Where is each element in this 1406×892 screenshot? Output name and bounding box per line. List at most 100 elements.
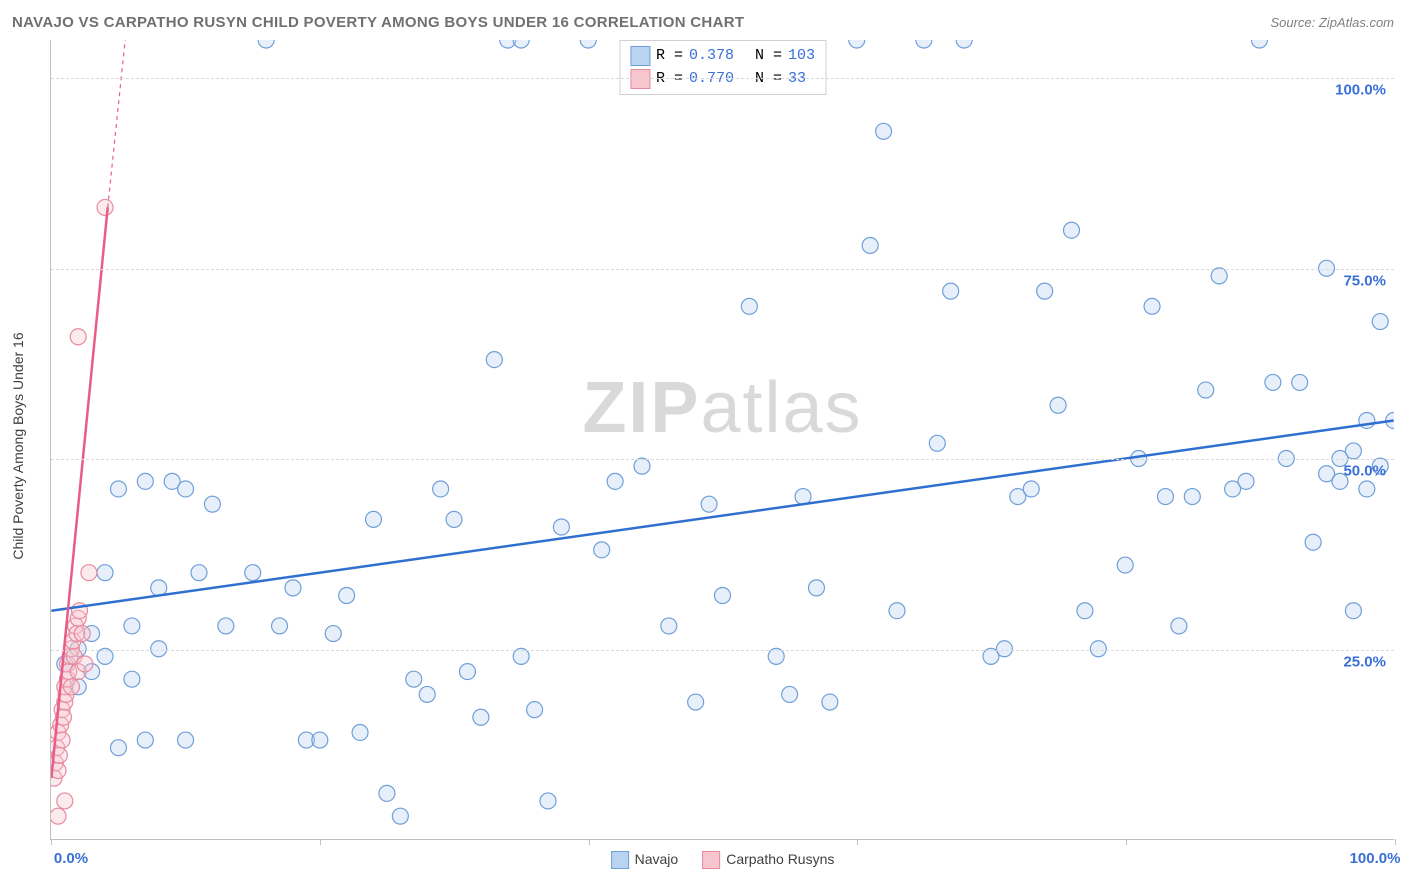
scatter-point-navajo bbox=[1359, 481, 1375, 497]
scatter-point-navajo bbox=[245, 565, 261, 581]
corr-n-navajo: 103 bbox=[788, 45, 815, 68]
trend-line bbox=[108, 40, 125, 207]
scatter-point-navajo bbox=[1064, 222, 1080, 238]
scatter-point-navajo bbox=[392, 808, 408, 824]
scatter-point-navajo bbox=[849, 40, 865, 48]
trend-line bbox=[51, 207, 107, 778]
scatter-point-navajo bbox=[164, 473, 180, 489]
scatter-point-carpatho bbox=[81, 565, 97, 581]
corr-swatch-navajo bbox=[630, 46, 650, 66]
y-tick-label: 75.0% bbox=[1343, 272, 1386, 289]
x-tick-label: 100.0% bbox=[1350, 850, 1401, 867]
scatter-point-navajo bbox=[419, 686, 435, 702]
scatter-point-carpatho bbox=[70, 329, 86, 345]
gridline-h bbox=[51, 459, 1394, 460]
scatter-point-navajo bbox=[191, 565, 207, 581]
scatter-point-navajo bbox=[459, 664, 475, 680]
scatter-point-navajo bbox=[1225, 481, 1241, 497]
scatter-point-navajo bbox=[258, 40, 274, 48]
scatter-point-navajo bbox=[634, 458, 650, 474]
scatter-point-navajo bbox=[527, 702, 543, 718]
scatter-point-navajo bbox=[57, 656, 73, 672]
scatter-point-navajo bbox=[433, 481, 449, 497]
legend-label-carpatho: Carpatho Rusyns bbox=[726, 851, 834, 867]
scatter-point-carpatho bbox=[51, 770, 62, 786]
scatter-point-navajo bbox=[110, 481, 126, 497]
scatter-point-navajo bbox=[1265, 374, 1281, 390]
scatter-point-navajo bbox=[741, 298, 757, 314]
scatter-point-navajo bbox=[97, 565, 113, 581]
scatter-point-navajo bbox=[1319, 466, 1335, 482]
scatter-point-navajo bbox=[715, 588, 731, 604]
scatter-point-navajo bbox=[1077, 603, 1093, 619]
scatter-point-navajo bbox=[1345, 603, 1361, 619]
scatter-point-navajo bbox=[312, 732, 328, 748]
scatter-point-navajo bbox=[876, 123, 892, 139]
chart-source: Source: ZipAtlas.com bbox=[1270, 15, 1394, 30]
scatter-point-navajo bbox=[500, 40, 516, 48]
scatter-point-carpatho bbox=[62, 648, 78, 664]
scatter-point-navajo bbox=[446, 511, 462, 527]
scatter-point-navajo bbox=[540, 793, 556, 809]
scatter-point-navajo bbox=[84, 626, 100, 642]
scatter-point-navajo bbox=[70, 679, 86, 695]
scatter-point-navajo bbox=[1345, 443, 1361, 459]
gridline-h bbox=[51, 269, 1394, 270]
gridline-h bbox=[51, 650, 1394, 651]
x-tick-mark bbox=[857, 839, 858, 845]
scatter-point-navajo bbox=[1037, 283, 1053, 299]
scatter-point-carpatho bbox=[63, 679, 79, 695]
scatter-point-navajo bbox=[379, 785, 395, 801]
corr-row-navajo: R = 0.378 N = 103 bbox=[630, 45, 815, 68]
scatter-point-carpatho bbox=[61, 664, 77, 680]
corr-n-label: N = bbox=[755, 45, 782, 68]
correlation-legend: R = 0.378 N = 103 R = 0.770 N = 33 bbox=[619, 40, 826, 95]
scatter-point-carpatho bbox=[51, 747, 67, 763]
scatter-point-carpatho bbox=[55, 709, 71, 725]
scatter-point-navajo bbox=[661, 618, 677, 634]
scatter-point-navajo bbox=[513, 648, 529, 664]
scatter-point-navajo bbox=[218, 618, 234, 634]
legend-swatch-carpatho bbox=[702, 851, 720, 869]
scatter-point-navajo bbox=[607, 473, 623, 489]
scatter-point-navajo bbox=[178, 481, 194, 497]
scatter-point-navajo bbox=[406, 671, 422, 687]
scatter-point-carpatho bbox=[58, 686, 74, 702]
trend-line bbox=[51, 420, 1393, 610]
watermark-bold: ZIP bbox=[582, 368, 700, 448]
scatter-point-carpatho bbox=[57, 793, 73, 809]
x-tick-mark bbox=[589, 839, 590, 845]
scatter-point-carpatho bbox=[70, 610, 86, 626]
x-tick-mark bbox=[51, 839, 52, 845]
legend-item-navajo: Navajo bbox=[611, 851, 679, 869]
scatter-point-navajo bbox=[768, 648, 784, 664]
scatter-point-navajo bbox=[862, 237, 878, 253]
chart-title: NAVAJO VS CARPATHO RUSYN CHILD POVERTY A… bbox=[12, 14, 744, 31]
x-tick-label: 0.0% bbox=[54, 850, 88, 867]
scatter-point-navajo bbox=[1010, 489, 1026, 505]
gridline-h bbox=[51, 78, 1394, 79]
scatter-point-navajo bbox=[795, 489, 811, 505]
scatter-point-carpatho bbox=[59, 656, 75, 672]
scatter-point-navajo bbox=[1198, 382, 1214, 398]
scatter-point-navajo bbox=[137, 473, 153, 489]
scatter-point-navajo bbox=[1171, 618, 1187, 634]
scatter-point-carpatho bbox=[72, 603, 88, 619]
scatter-point-navajo bbox=[983, 648, 999, 664]
scatter-point-navajo bbox=[84, 664, 100, 680]
scatter-point-carpatho bbox=[57, 679, 73, 695]
scatter-point-carpatho bbox=[54, 702, 70, 718]
scatter-point-navajo bbox=[110, 740, 126, 756]
y-axis-label: Child Poverty Among Boys Under 16 bbox=[10, 332, 26, 559]
corr-r-navajo: 0.378 bbox=[689, 45, 734, 68]
legend-label-navajo: Navajo bbox=[635, 851, 679, 867]
scatter-point-navajo bbox=[285, 580, 301, 596]
scatter-point-navajo bbox=[782, 686, 798, 702]
scatter-point-navajo bbox=[956, 40, 972, 48]
scatter-point-navajo bbox=[366, 511, 382, 527]
scatter-point-navajo bbox=[1184, 489, 1200, 505]
series-legend: Navajo Carpatho Rusyns bbox=[611, 851, 835, 869]
scatter-point-navajo bbox=[97, 648, 113, 664]
x-tick-mark bbox=[1395, 839, 1396, 845]
scatter-point-navajo bbox=[822, 694, 838, 710]
